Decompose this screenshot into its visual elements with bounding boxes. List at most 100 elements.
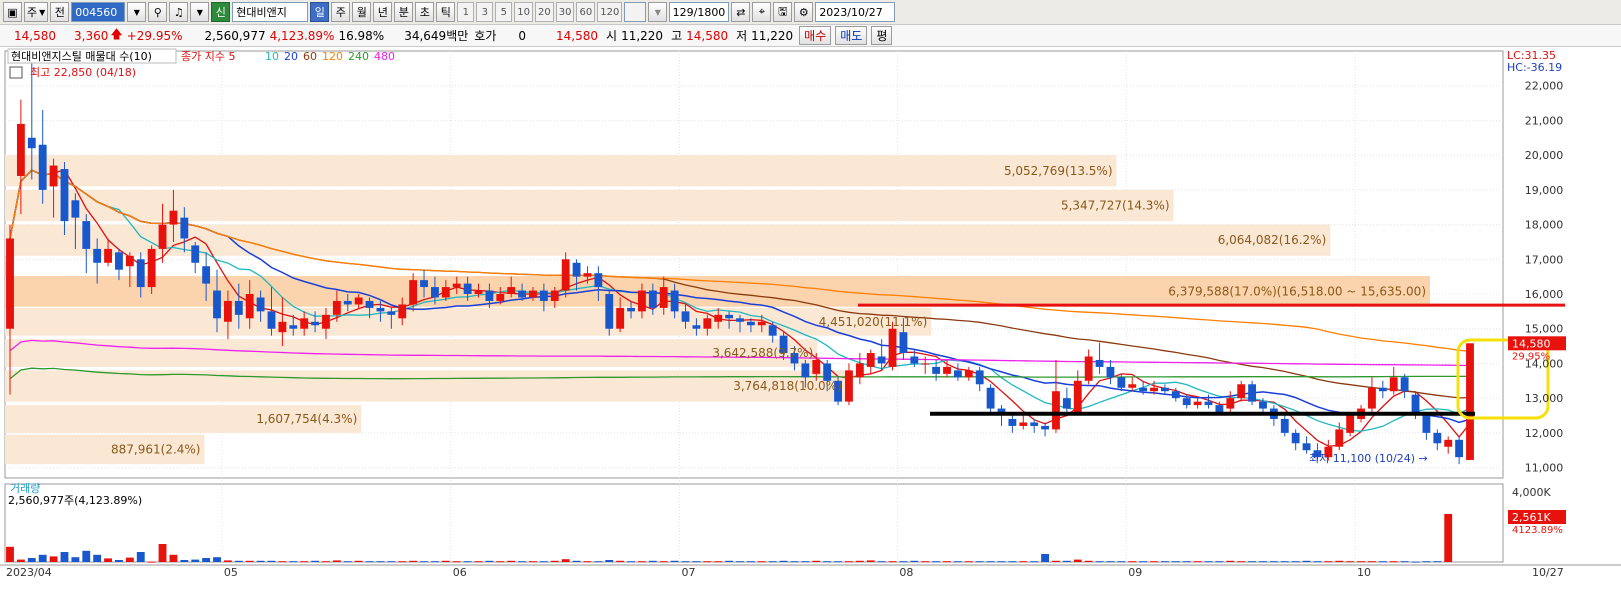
candle[interactable]: [1193, 398, 1202, 409]
candle[interactable]: [398, 297, 407, 326]
candle[interactable]: [1389, 366, 1398, 395]
interval-5-button[interactable]: 5: [495, 2, 513, 22]
candle[interactable]: [289, 314, 298, 336]
candle[interactable]: [812, 353, 821, 381]
candle[interactable]: [1128, 377, 1137, 392]
gear-icon[interactable]: ⚙: [794, 2, 814, 22]
count-input[interactable]: 129/1800: [669, 2, 730, 22]
candle[interactable]: [1466, 343, 1474, 460]
candle[interactable]: [136, 252, 145, 298]
candle[interactable]: [463, 276, 472, 301]
candle[interactable]: [616, 297, 625, 333]
candle[interactable]: [311, 311, 319, 333]
candle[interactable]: [648, 283, 657, 315]
candle[interactable]: [507, 276, 516, 298]
zoom-icon[interactable]: ⇄: [731, 2, 751, 22]
candle[interactable]: [986, 384, 995, 416]
candle[interactable]: [1455, 436, 1464, 465]
candle[interactable]: [714, 307, 723, 329]
candle[interactable]: [1041, 422, 1049, 437]
candle[interactable]: [267, 287, 276, 336]
interval-1-button[interactable]: 1: [457, 2, 475, 22]
candle[interactable]: [169, 189, 178, 242]
candle[interactable]: [1204, 394, 1213, 409]
candle[interactable]: [921, 356, 930, 374]
candle[interactable]: [670, 283, 679, 319]
candle[interactable]: [71, 193, 80, 249]
candle[interactable]: [223, 290, 232, 340]
candle[interactable]: [16, 99, 25, 215]
candle[interactable]: [1062, 387, 1071, 416]
candle[interactable]: [485, 283, 494, 308]
candle[interactable]: [899, 318, 908, 360]
candle[interactable]: [115, 248, 123, 281]
candle[interactable]: [1019, 415, 1028, 430]
candle[interactable]: [855, 353, 864, 385]
candle[interactable]: [1378, 380, 1387, 399]
candle[interactable]: [823, 359, 832, 392]
candle[interactable]: [627, 300, 635, 319]
stock-code-input[interactable]: 004560: [71, 2, 126, 22]
candle[interactable]: [27, 56, 36, 180]
candle[interactable]: [910, 349, 919, 367]
candle[interactable]: [768, 321, 777, 343]
candle[interactable]: [529, 287, 537, 301]
candle[interactable]: [420, 269, 428, 298]
all-button[interactable]: 전: [50, 2, 70, 22]
candle[interactable]: [1030, 418, 1039, 433]
search-icon[interactable]: ⚲: [148, 2, 168, 22]
candle[interactable]: [953, 363, 962, 381]
candle[interactable]: [245, 280, 254, 329]
candle[interactable]: [234, 283, 243, 329]
candle[interactable]: [332, 290, 341, 322]
candle[interactable]: [1182, 394, 1191, 409]
candle[interactable]: [300, 311, 309, 336]
candle[interactable]: [1226, 391, 1235, 413]
candle[interactable]: [452, 276, 461, 295]
candle[interactable]: [213, 269, 221, 333]
candle[interactable]: [1106, 359, 1115, 385]
candle[interactable]: [256, 290, 265, 322]
custom-interval-dropdown-icon[interactable]: ▼: [648, 2, 668, 22]
candle[interactable]: [659, 276, 668, 315]
candle[interactable]: [365, 297, 374, 319]
candle[interactable]: [180, 207, 189, 253]
candle[interactable]: [1161, 384, 1169, 395]
candle[interactable]: [60, 162, 69, 235]
legend-title-box[interactable]: [7, 48, 177, 64]
candle[interactable]: [343, 294, 352, 312]
candle[interactable]: [1433, 429, 1442, 451]
candle[interactable]: [943, 359, 951, 378]
table-icon[interactable]: [9, 66, 23, 79]
candle[interactable]: [409, 273, 418, 312]
candle[interactable]: [703, 314, 712, 336]
candle[interactable]: [866, 349, 875, 374]
candle[interactable]: [888, 321, 897, 371]
candle[interactable]: [278, 297, 287, 347]
candle[interactable]: [474, 283, 483, 298]
code-dropdown-icon[interactable]: ▼: [127, 2, 147, 22]
candle[interactable]: [191, 241, 200, 274]
candle[interactable]: [376, 300, 385, 322]
candle[interactable]: [354, 294, 363, 308]
candle[interactable]: [757, 314, 766, 333]
candle[interactable]: [1335, 422, 1344, 451]
candle[interactable]: [638, 283, 646, 319]
chart-area[interactable]: 14,580 29.95% 2,561K 4123.89% 22,000 21,000 2…: [0, 47, 1621, 599]
candle[interactable]: [158, 203, 167, 263]
candle[interactable]: [1084, 349, 1093, 385]
candle[interactable]: [834, 377, 842, 406]
candle[interactable]: [93, 238, 102, 284]
candle[interactable]: [38, 110, 47, 204]
candle[interactable]: [1324, 439, 1333, 461]
candle[interactable]: [1291, 429, 1300, 451]
candle[interactable]: [202, 252, 211, 301]
candle[interactable]: [725, 311, 734, 329]
candle[interactable]: [1422, 412, 1431, 440]
candle[interactable]: [1368, 377, 1376, 413]
speaker-icon[interactable]: ♫: [169, 2, 189, 22]
crosshair-icon[interactable]: ⌖: [752, 2, 772, 22]
candle[interactable]: [1052, 359, 1060, 433]
candle[interactable]: [605, 290, 614, 336]
